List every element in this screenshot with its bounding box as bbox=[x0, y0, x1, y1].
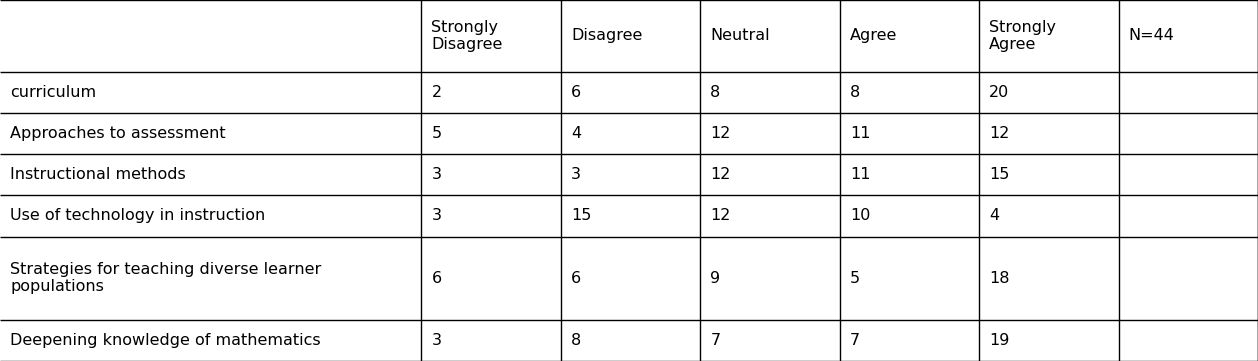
Text: Agree: Agree bbox=[850, 29, 897, 43]
Text: 8: 8 bbox=[571, 333, 581, 348]
Text: 9: 9 bbox=[711, 271, 721, 286]
Text: Strategies for teaching diverse learner
populations: Strategies for teaching diverse learner … bbox=[10, 262, 321, 294]
Text: 11: 11 bbox=[850, 126, 871, 141]
Text: Neutral: Neutral bbox=[711, 29, 770, 43]
Text: 5: 5 bbox=[431, 126, 442, 141]
Text: curriculum: curriculum bbox=[10, 85, 96, 100]
Text: 2: 2 bbox=[431, 85, 442, 100]
Text: 8: 8 bbox=[711, 85, 721, 100]
Text: 5: 5 bbox=[850, 271, 860, 286]
Text: Strongly
Agree: Strongly Agree bbox=[989, 20, 1057, 52]
Text: 3: 3 bbox=[571, 167, 581, 182]
Text: 4: 4 bbox=[571, 126, 581, 141]
Text: 7: 7 bbox=[711, 333, 721, 348]
Text: 11: 11 bbox=[850, 167, 871, 182]
Text: 18: 18 bbox=[989, 271, 1010, 286]
Text: N=44: N=44 bbox=[1128, 29, 1175, 43]
Text: 3: 3 bbox=[431, 167, 442, 182]
Text: 4: 4 bbox=[989, 208, 999, 223]
Text: 6: 6 bbox=[571, 85, 581, 100]
Text: 6: 6 bbox=[571, 271, 581, 286]
Text: 20: 20 bbox=[989, 85, 1009, 100]
Text: Disagree: Disagree bbox=[571, 29, 643, 43]
Text: 19: 19 bbox=[989, 333, 1010, 348]
Text: 8: 8 bbox=[850, 85, 860, 100]
Text: 15: 15 bbox=[571, 208, 591, 223]
Text: 3: 3 bbox=[431, 208, 442, 223]
Text: Strongly
Disagree: Strongly Disagree bbox=[431, 20, 503, 52]
Text: 10: 10 bbox=[850, 208, 871, 223]
Text: 12: 12 bbox=[989, 126, 1010, 141]
Text: 15: 15 bbox=[989, 167, 1010, 182]
Text: Use of technology in instruction: Use of technology in instruction bbox=[10, 208, 265, 223]
Text: Instructional methods: Instructional methods bbox=[10, 167, 186, 182]
Text: 12: 12 bbox=[711, 126, 731, 141]
Text: 12: 12 bbox=[711, 208, 731, 223]
Text: Approaches to assessment: Approaches to assessment bbox=[10, 126, 225, 141]
Text: 7: 7 bbox=[850, 333, 860, 348]
Text: 3: 3 bbox=[431, 333, 442, 348]
Text: Deepening knowledge of mathematics: Deepening knowledge of mathematics bbox=[10, 333, 321, 348]
Text: 12: 12 bbox=[711, 167, 731, 182]
Text: 6: 6 bbox=[431, 271, 442, 286]
